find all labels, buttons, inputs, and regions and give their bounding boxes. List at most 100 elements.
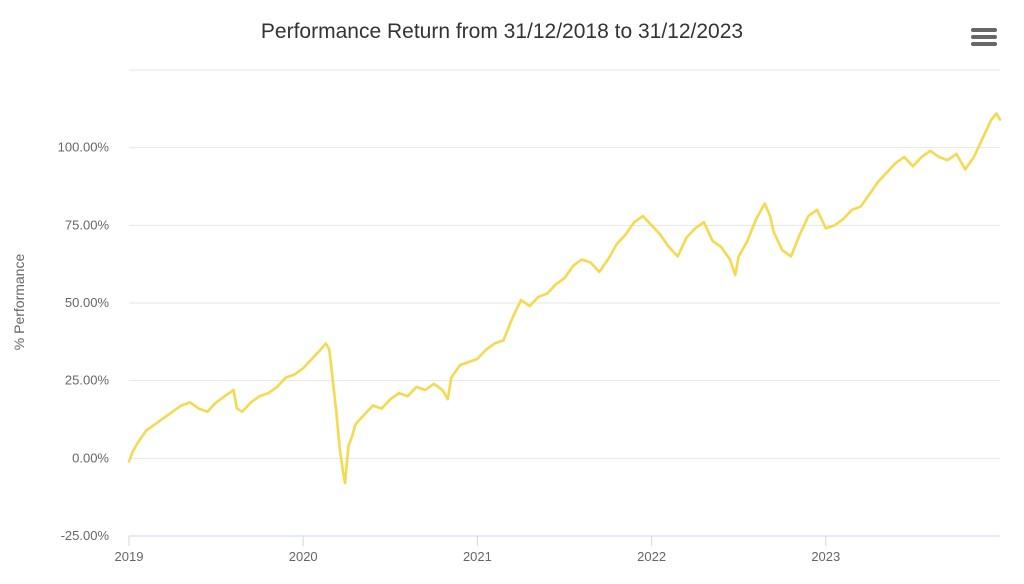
data-point: [267, 392, 270, 394]
data-point: [339, 448, 341, 450]
data-point: [520, 299, 522, 301]
x-tick-label: 2019: [115, 549, 144, 564]
data-point: [833, 224, 836, 227]
data-point: [589, 261, 592, 264]
data-point: [154, 423, 156, 426]
data-point: [406, 395, 409, 398]
data-point: [769, 215, 771, 217]
data-point: [999, 118, 1001, 121]
data-point: [798, 233, 801, 236]
data-point: [136, 442, 139, 444]
data-point: [163, 417, 165, 419]
grid-lines: [129, 69, 1000, 537]
data-point: [851, 209, 853, 211]
data-point: [347, 445, 350, 447]
data-point: [258, 395, 261, 398]
data-point: [668, 246, 670, 248]
data-point: [171, 410, 174, 413]
data-point: [572, 264, 574, 267]
data-point: [424, 389, 426, 391]
data-point: [250, 401, 252, 404]
data-point: [389, 398, 392, 401]
data-point: [276, 386, 278, 388]
data-point: [607, 258, 609, 261]
data-point: [131, 451, 134, 453]
data-point: [676, 255, 679, 258]
data-point: [650, 224, 653, 227]
data-point: [344, 482, 346, 485]
data-point: [476, 358, 479, 360]
data-point: [886, 171, 888, 174]
data-point: [859, 205, 862, 208]
data-point: [734, 274, 736, 276]
data-point: [351, 435, 353, 438]
data-point: [973, 156, 975, 158]
data-point: [302, 367, 305, 370]
data-point: [746, 240, 749, 242]
data-point: [711, 240, 714, 242]
data-point: [981, 137, 984, 140]
series-line: [127, 112, 1002, 485]
data-point: [232, 389, 235, 391]
chart-title: Performance Return from 31/12/2018 to 31…: [261, 20, 743, 43]
data-point: [311, 358, 313, 360]
data-point: [363, 414, 366, 416]
data-point: [215, 401, 217, 404]
data-point: [598, 271, 601, 273]
x-axis-ticks: 2019 2020 2021 2022 2023: [115, 536, 840, 564]
data-point: [633, 221, 635, 223]
data-point: [563, 277, 566, 279]
y-axis-label: % Performance: [11, 254, 27, 351]
data-point: [772, 230, 775, 233]
data-point: [459, 364, 461, 366]
data-point: [555, 283, 557, 286]
menu-bar-top: [971, 28, 997, 32]
data-point: [502, 339, 505, 342]
series-layer: [127, 112, 1002, 485]
data-point: [877, 181, 879, 183]
data-point: [546, 292, 548, 295]
data-point: [380, 407, 383, 410]
data-point: [332, 379, 334, 382]
menu-bar-bottom: [971, 42, 997, 46]
data-point: [903, 156, 905, 158]
data-point: [447, 398, 449, 401]
data-point: [197, 407, 200, 410]
data-point: [528, 305, 531, 307]
x-tick-label: 2022: [637, 549, 666, 564]
data-point: [790, 255, 792, 258]
data-point: [145, 429, 148, 432]
x-tick-label: 2021: [463, 549, 492, 564]
chart-menu-icon[interactable]: [971, 28, 997, 46]
data-point: [685, 237, 688, 239]
data-point: [755, 218, 757, 220]
y-axis-ticks: -25.00% 0.00% 25.00% 50.00% 75.00% 100.00%: [58, 140, 110, 543]
data-point: [720, 246, 723, 248]
data-point: [624, 233, 627, 236]
data-point: [659, 233, 662, 236]
y-tick-label: 100.00%: [58, 140, 110, 155]
y-tick-label: 25.00%: [65, 373, 110, 388]
data-point: [946, 159, 949, 161]
data-point: [450, 376, 453, 379]
data-point: [764, 202, 766, 205]
data-point: [868, 193, 871, 196]
data-point: [180, 404, 183, 407]
data-point: [729, 258, 731, 261]
data-point: [737, 255, 740, 258]
data-point: [781, 249, 784, 251]
data-point: [128, 460, 130, 463]
data-point: [694, 227, 696, 230]
data-point: [703, 221, 705, 223]
data-point: [206, 410, 209, 413]
data-point: [342, 473, 345, 475]
data-point: [581, 258, 583, 261]
data-point: [912, 165, 914, 168]
data-point: [842, 218, 844, 220]
data-point: [325, 342, 327, 345]
y-tick-label: 75.00%: [65, 217, 110, 232]
x-tick-label: 2023: [811, 549, 840, 564]
menu-bar-middle: [971, 35, 997, 39]
data-point: [433, 383, 435, 385]
data-point: [319, 348, 322, 351]
